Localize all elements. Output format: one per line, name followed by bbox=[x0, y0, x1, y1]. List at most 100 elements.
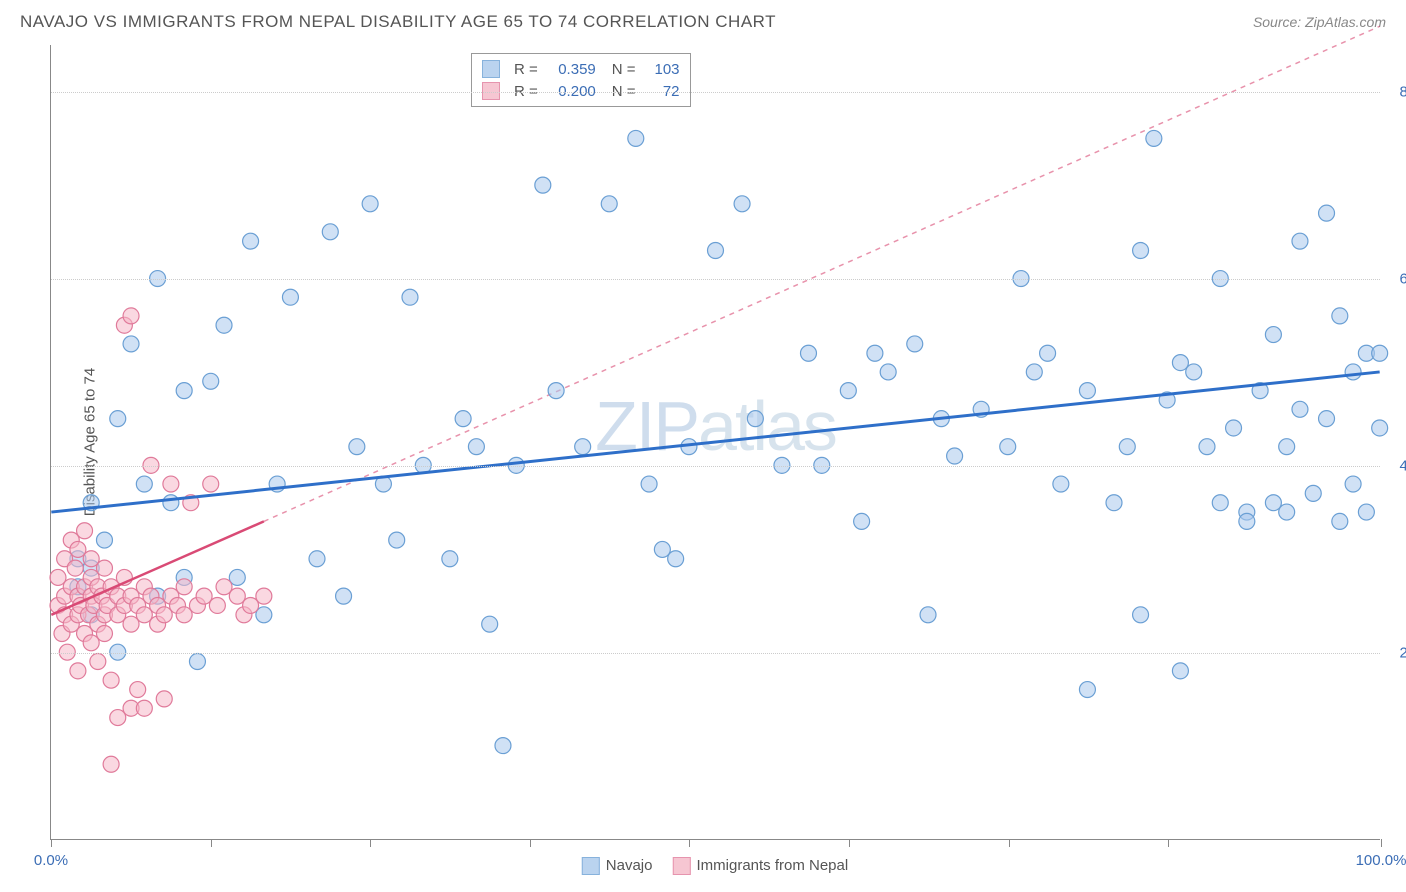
navajo-point bbox=[1319, 205, 1335, 221]
navajo-point bbox=[947, 448, 963, 464]
navajo-point bbox=[641, 476, 657, 492]
navajo-point bbox=[1040, 345, 1056, 361]
navajo-point bbox=[1000, 439, 1016, 455]
scatter-plot-svg bbox=[51, 45, 1380, 839]
navajo-point bbox=[548, 383, 564, 399]
navajo-point bbox=[1372, 420, 1388, 436]
navajo-point bbox=[1026, 364, 1042, 380]
x-tick bbox=[689, 839, 690, 847]
nepal-point bbox=[77, 523, 93, 539]
navajo-point bbox=[189, 654, 205, 670]
navajo-point bbox=[136, 476, 152, 492]
navajo-r-value: 0.359 bbox=[546, 61, 596, 78]
x-tick bbox=[849, 839, 850, 847]
navajo-point bbox=[336, 588, 352, 604]
navajo-point bbox=[362, 196, 378, 212]
nepal-point bbox=[136, 700, 152, 716]
navajo-point bbox=[747, 411, 763, 427]
nepal-point bbox=[67, 560, 83, 576]
navajo-point bbox=[1079, 383, 1095, 399]
nepal-point bbox=[176, 579, 192, 595]
navajo-point bbox=[1133, 243, 1149, 259]
navajo-trend-line bbox=[51, 372, 1379, 512]
navajo-point bbox=[1053, 476, 1069, 492]
navajo-point bbox=[1372, 345, 1388, 361]
nepal-point bbox=[130, 682, 146, 698]
navajo-point bbox=[309, 551, 325, 567]
navajo-point bbox=[442, 551, 458, 567]
series-legend: Navajo Immigrants from Nepal bbox=[582, 857, 848, 875]
navajo-point bbox=[1305, 485, 1321, 501]
navajo-point bbox=[1199, 439, 1215, 455]
legend-item-navajo: Navajo bbox=[582, 857, 653, 875]
navajo-point bbox=[216, 317, 232, 333]
navajo-point bbox=[1186, 364, 1202, 380]
navajo-point bbox=[455, 411, 471, 427]
navajo-point bbox=[907, 336, 923, 352]
navajo-point bbox=[1119, 439, 1135, 455]
x-tick bbox=[530, 839, 531, 847]
nepal-swatch bbox=[672, 857, 690, 875]
nepal-point bbox=[70, 663, 86, 679]
navajo-point bbox=[1279, 439, 1295, 455]
correlation-legend: R =0.359N =103R =0.200N =72 bbox=[471, 53, 691, 107]
legend-item-nepal: Immigrants from Nepal bbox=[672, 857, 848, 875]
navajo-point bbox=[1358, 504, 1374, 520]
nepal-point bbox=[209, 597, 225, 613]
nepal-point bbox=[163, 476, 179, 492]
navajo-point bbox=[1292, 233, 1308, 249]
navajo-point bbox=[1172, 663, 1188, 679]
navajo-point bbox=[282, 289, 298, 305]
x-tick bbox=[211, 839, 212, 847]
navajo-swatch bbox=[582, 857, 600, 875]
navajo-point bbox=[1079, 682, 1095, 698]
navajo-point bbox=[349, 439, 365, 455]
navajo-point bbox=[389, 532, 405, 548]
plot-area: Disability Age 65 to 74 ZIPatlas R =0.35… bbox=[50, 45, 1380, 840]
navajo-point bbox=[1345, 476, 1361, 492]
navajo-point bbox=[243, 233, 259, 249]
navajo-point bbox=[176, 383, 192, 399]
navajo-point bbox=[1239, 513, 1255, 529]
gridline bbox=[51, 653, 1380, 654]
navajo-n-value: 103 bbox=[644, 61, 680, 78]
nepal-point bbox=[203, 476, 219, 492]
navajo-point bbox=[1319, 411, 1335, 427]
navajo-point bbox=[800, 345, 816, 361]
navajo-point bbox=[1292, 401, 1308, 417]
navajo-point bbox=[854, 513, 870, 529]
chart-container: Disability Age 65 to 74 ZIPatlas R =0.35… bbox=[50, 45, 1380, 840]
chart-title: NAVAJO VS IMMIGRANTS FROM NEPAL DISABILI… bbox=[20, 12, 776, 32]
nepal-point bbox=[103, 756, 119, 772]
navajo-point bbox=[1106, 495, 1122, 511]
source-attribution: Source: ZipAtlas.com bbox=[1253, 14, 1386, 30]
navajo-point bbox=[1133, 607, 1149, 623]
y-tick-label: 20.0% bbox=[1399, 644, 1406, 661]
x-tick bbox=[370, 839, 371, 847]
x-tick bbox=[51, 839, 52, 847]
navajo-point bbox=[1279, 504, 1295, 520]
navajo-point bbox=[96, 532, 112, 548]
navajo-point bbox=[123, 336, 139, 352]
nepal-point bbox=[123, 308, 139, 324]
gridline bbox=[51, 466, 1380, 467]
nepal-point bbox=[96, 560, 112, 576]
navajo-point bbox=[1226, 420, 1242, 436]
x-tick bbox=[1168, 839, 1169, 847]
navajo-point bbox=[880, 364, 896, 380]
navajo-point bbox=[468, 439, 484, 455]
x-tick bbox=[1381, 839, 1382, 847]
nepal-point bbox=[103, 672, 119, 688]
nepal-label: Immigrants from Nepal bbox=[696, 857, 848, 874]
gridline bbox=[51, 279, 1380, 280]
navajo-point bbox=[920, 607, 936, 623]
navajo-point bbox=[628, 130, 644, 146]
navajo-point bbox=[734, 196, 750, 212]
navajo-point bbox=[203, 373, 219, 389]
gridline bbox=[51, 92, 1380, 93]
navajo-point bbox=[840, 383, 856, 399]
navajo-point bbox=[402, 289, 418, 305]
r-label: R = bbox=[514, 61, 538, 78]
navajo-point bbox=[1345, 364, 1361, 380]
nepal-point bbox=[90, 654, 106, 670]
